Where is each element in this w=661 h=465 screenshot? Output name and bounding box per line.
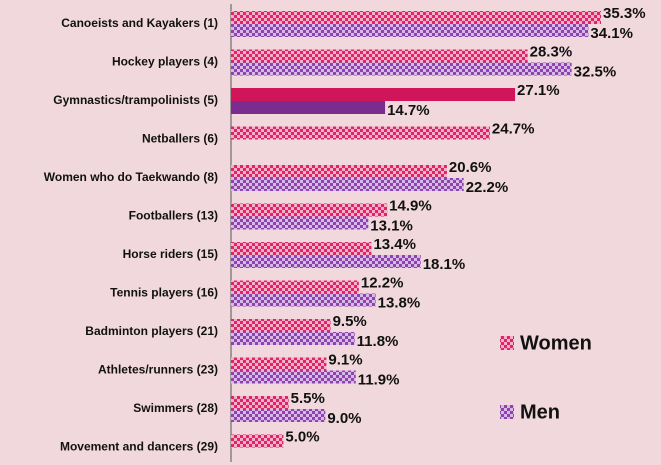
value-label: 11.8% bbox=[357, 333, 399, 350]
bar bbox=[231, 203, 388, 217]
value-label: 22.2% bbox=[466, 179, 509, 196]
value-label: 27.1% bbox=[517, 82, 560, 99]
bar bbox=[231, 165, 447, 178]
bar bbox=[231, 24, 589, 37]
value-label: 20.6% bbox=[449, 159, 492, 176]
category-label: Movement and dancers (29) bbox=[60, 440, 218, 454]
category-label: Women who do Taekwando (8) bbox=[44, 170, 218, 184]
category-label: Swimmers (28) bbox=[133, 401, 218, 415]
value-label: 11.9% bbox=[358, 371, 400, 388]
value-label: 14.7% bbox=[387, 102, 430, 119]
bar bbox=[231, 11, 601, 24]
bar bbox=[231, 293, 376, 307]
bar bbox=[231, 357, 327, 371]
value-label: 9.1% bbox=[328, 351, 362, 368]
category-label: Footballers (13) bbox=[129, 209, 218, 223]
legend-swatch bbox=[500, 405, 514, 419]
value-label: 9.5% bbox=[333, 313, 367, 330]
bar bbox=[231, 88, 516, 101]
category-label: Tennis players (16) bbox=[110, 286, 218, 300]
bar bbox=[231, 319, 331, 332]
category-label: Horse riders (15) bbox=[123, 247, 218, 261]
bar bbox=[231, 49, 528, 63]
bar bbox=[231, 101, 386, 114]
value-label: 28.3% bbox=[530, 43, 573, 60]
value-label: 13.8% bbox=[378, 294, 421, 311]
value-label: 13.4% bbox=[373, 236, 416, 253]
bar bbox=[231, 434, 284, 448]
value-label: 32.5% bbox=[574, 63, 617, 80]
value-label: 12.2% bbox=[361, 274, 404, 291]
bar bbox=[231, 409, 326, 422]
bar bbox=[231, 178, 464, 191]
value-label: 5.5% bbox=[291, 390, 325, 407]
category-label: Athletes/runners (23) bbox=[98, 363, 218, 377]
bar bbox=[231, 242, 372, 255]
bar bbox=[231, 126, 490, 140]
category-label: Badminton players (21) bbox=[85, 324, 218, 338]
value-label: 14.9% bbox=[389, 197, 432, 214]
value-label: 35.3% bbox=[603, 5, 646, 22]
value-label: 24.7% bbox=[492, 120, 535, 137]
bar bbox=[231, 62, 572, 76]
value-label: 5.0% bbox=[285, 428, 319, 445]
value-label: 18.1% bbox=[423, 256, 466, 273]
bar bbox=[231, 255, 421, 268]
category-label: Hockey players (4) bbox=[112, 55, 218, 69]
legend-label: Men bbox=[520, 401, 560, 423]
value-label: 9.0% bbox=[327, 410, 361, 427]
bar bbox=[231, 396, 289, 409]
bar bbox=[231, 332, 355, 345]
category-label: Netballers (6) bbox=[142, 132, 218, 146]
bar bbox=[231, 280, 359, 294]
value-label: 34.1% bbox=[590, 25, 633, 42]
bar bbox=[231, 370, 356, 384]
value-label: 13.1% bbox=[370, 217, 413, 234]
legend-label: Women bbox=[520, 332, 592, 354]
category-label: Canoeists and Kayakers (1) bbox=[61, 16, 218, 30]
bar bbox=[231, 216, 369, 230]
legend-swatch bbox=[500, 336, 514, 350]
category-label: Gymnastics/trampolinists (5) bbox=[53, 93, 218, 107]
